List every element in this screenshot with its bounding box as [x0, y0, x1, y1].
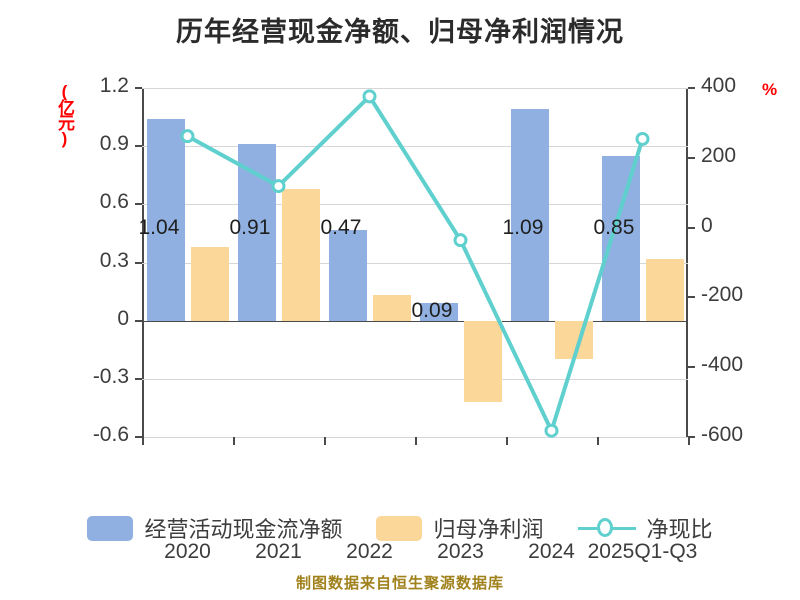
right-axis-tick-label: 0 [701, 213, 713, 237]
line-marker-cash-ratio [180, 129, 195, 144]
gridline [142, 262, 688, 264]
left-tick-mark [135, 377, 142, 380]
legend-operating-cashflow[interactable]: 经营活动现金流净额 [87, 512, 342, 544]
legend-label: 净现比 [646, 517, 713, 542]
gridline [142, 378, 688, 380]
left-axis-tick-label: -0.3 [92, 364, 129, 388]
line-marker-cash-ratio [635, 131, 650, 146]
legend-net-profit[interactable]: 归母净利润 [376, 512, 544, 544]
gridline [142, 204, 688, 206]
x-axis-label: 2021 [255, 540, 302, 563]
x-tick-mark [233, 437, 235, 445]
x-tick-mark [688, 437, 690, 445]
zero-line [142, 320, 688, 322]
x-tick-mark [415, 437, 417, 445]
x-axis-label: 2024 [528, 540, 575, 563]
x-axis-label: 2025Q1-Q3 [587, 540, 698, 563]
legend-label: 归母净利润 [433, 517, 544, 542]
left-axis-tick-label: -0.6 [92, 423, 129, 446]
left-tick-mark [135, 319, 142, 322]
gridline [142, 146, 688, 148]
legend-line-marker-icon [577, 517, 636, 539]
x-tick-mark [597, 437, 599, 445]
x-axis-label: 2023 [437, 540, 484, 563]
x-tick-mark [324, 437, 326, 445]
left-axis-tick-label: 0.9 [99, 132, 129, 156]
right-tick-mark [688, 296, 695, 299]
left-tick-mark [135, 203, 142, 206]
line-marker-cash-ratio [453, 233, 468, 248]
right-axis-tick-label: -600 [701, 423, 744, 446]
right-axis-tick-label: -400 [701, 353, 744, 377]
right-tick-mark [688, 436, 695, 438]
legend-label: 经营活动现金流净额 [144, 517, 343, 542]
left-tick-mark [135, 87, 142, 89]
line-path-cash-ratio [186, 94, 645, 433]
page-title: 历年经营现金净额、归母净利润情况 [176, 17, 624, 47]
left-axis-tick-label: 0.3 [99, 248, 129, 272]
line-marker-cash-ratio [544, 423, 559, 438]
legend-cash-ratio[interactable]: 净现比 [577, 512, 713, 544]
left-axis-tick-label: 1.2 [99, 74, 129, 97]
bar-net-profit [281, 188, 320, 321]
left-axis-tick-label: 0.6 [99, 190, 129, 214]
plot-area: 1.2 0.9 0.6 0.3 0 -0.3 -0.6 400 200 0 -200 -400 -60… [93, 74, 743, 563]
bar-value-label: 0.09 [411, 298, 453, 322]
gridline [142, 88, 688, 89]
bar-value-label: 0.47 [320, 215, 362, 239]
right-tick-mark [688, 87, 695, 89]
right-axis-tick-label: -200 [701, 283, 744, 307]
left-axis-unit-label: (亿元) [55, 82, 74, 146]
bar-net-profit [645, 258, 684, 321]
x-axis-label: 2020 [164, 540, 211, 563]
left-tick-mark [135, 436, 142, 438]
footer-source-note: 制图数据来自恒生聚源数据库 [295, 575, 504, 592]
bar-value-label: 1.04 [138, 215, 180, 239]
bar-net-profit [554, 320, 593, 360]
right-tick-mark [688, 226, 695, 229]
right-axis-unit-label: % [762, 80, 778, 99]
legend-swatch-icon [376, 515, 423, 541]
line-marker-cash-ratio [271, 179, 286, 194]
x-axis-label: 2022 [346, 540, 393, 563]
bar-net-profit [372, 295, 411, 321]
x-tick-mark [142, 437, 144, 445]
right-axis-tick-label: 400 [701, 74, 737, 97]
bar-net-profit [463, 320, 502, 403]
legend-swatch-icon [87, 515, 134, 541]
left-tick-mark [135, 145, 142, 148]
bar-operating-cashflow [419, 303, 458, 321]
bar-operating-cashflow [601, 155, 640, 321]
bar-value-label: 1.09 [502, 215, 544, 239]
right-tick-mark [688, 366, 695, 369]
right-tick-mark [688, 156, 695, 159]
line-marker-cash-ratio [362, 89, 377, 104]
bar-net-profit [190, 246, 229, 321]
x-tick-mark [506, 437, 508, 445]
bar-value-label: 0.85 [593, 215, 635, 239]
bar-operating-cashflow [510, 109, 549, 321]
bar-operating-cashflow [146, 119, 185, 321]
line-series-cash-ratio [180, 89, 650, 438]
left-tick-mark [135, 261, 142, 264]
left-axis-tick-label: 0 [117, 306, 129, 330]
right-axis-tick-label: 200 [701, 143, 737, 167]
bar-value-label: 0.91 [229, 215, 271, 239]
bar-operating-cashflow [328, 229, 367, 321]
legend: 经营活动现金流净额 归母净利润 净现比 [0, 512, 800, 544]
